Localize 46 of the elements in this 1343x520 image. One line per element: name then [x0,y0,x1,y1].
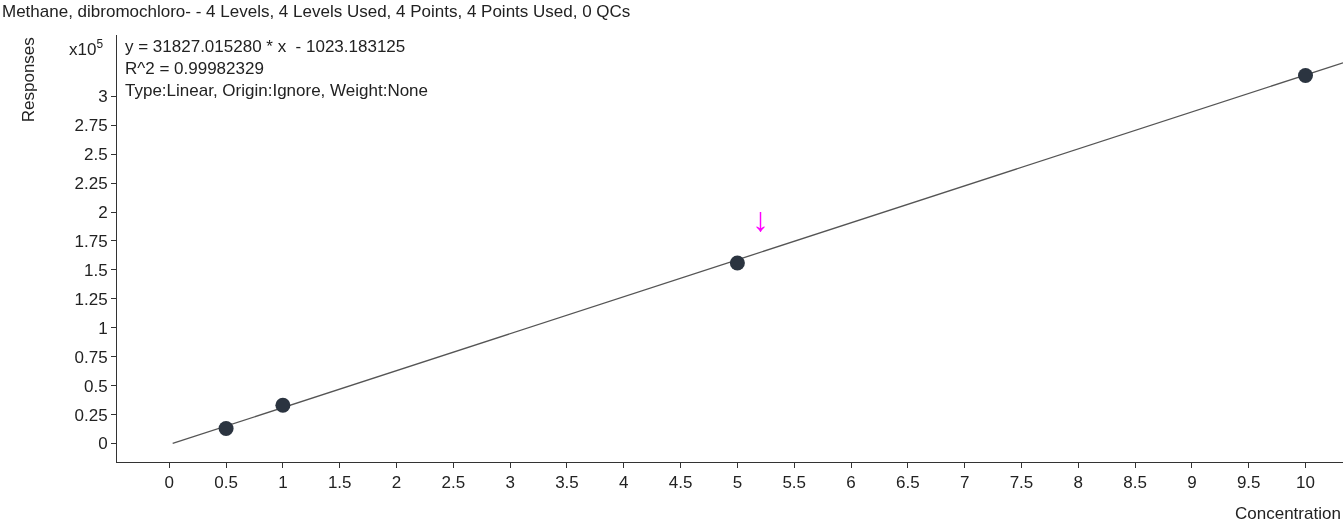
chart-title: Methane, dibromochloro- - 4 Levels, 4 Levels Used, 4 Points, 4 Points Used, 0 QCs [2,2,631,21]
y-tick-label: 1.5 [83,260,108,280]
y-tick-label: 0.75 [74,347,108,367]
y-tick-label: 0.5 [83,376,108,396]
y-tick-label: 2 [98,203,108,222]
annotation: R^2 = 0.99982329 [125,59,264,78]
x-tick-label: 9.5 [1236,473,1261,493]
x-tick-label: 10 [1296,473,1315,493]
x-tick-label: 6 [846,473,856,493]
annotation: ↓ [752,200,769,238]
point [1298,68,1313,83]
annotation: y = 31827.015280 * x - 1023.183125 [125,37,406,56]
x-tick-label: 8 [1073,473,1083,493]
y-tick-label: 3 [98,87,108,107]
y-tick-label: 1 [98,318,108,338]
y-tick-label: 1.25 [74,289,108,309]
x-axis-title: Concentration [1235,504,1341,520]
x-tick-label: 0.5 [214,473,238,493]
text: x10$^{5}$ [69,37,104,60]
y-tick-label: 1.75 [74,231,108,251]
y-tick-label: 0.25 [74,405,108,425]
annotation: Type:Linear, Origin:Ignore, Weight:None [125,81,429,100]
y-tick-label: 2.25 [74,174,108,194]
x-tick-label: 5.5 [782,473,807,493]
x-tick-label: 6.5 [896,473,920,493]
x-tick-label: 9 [1187,473,1197,493]
point [729,255,745,271]
x-tick-label: 5 [732,473,743,493]
x-tick-label: 0 [164,473,174,493]
x-tick-label: 7.5 [1009,473,1034,493]
point [218,420,234,436]
x-tick-label: 2.5 [441,473,466,493]
x-tick-label: 8.5 [1123,473,1147,493]
x-tick-label: 1 [278,473,288,493]
x-tick-label: 3.5 [555,473,579,493]
x-tick-label: 4 [619,473,629,493]
y-tick-label: 2.5 [83,145,108,165]
point [275,397,291,413]
x-tick-label: 4.5 [668,473,693,493]
y-tick-label: 2.75 [74,116,108,136]
x-tick-label: 1.5 [327,473,352,493]
x-tick-label: 3 [505,473,515,493]
y-tick-label: 0 [98,434,108,454]
x-tick-label: 2 [391,473,402,493]
x-tick-label: 7 [959,473,970,493]
y-axis-title: Responses [19,37,39,123]
